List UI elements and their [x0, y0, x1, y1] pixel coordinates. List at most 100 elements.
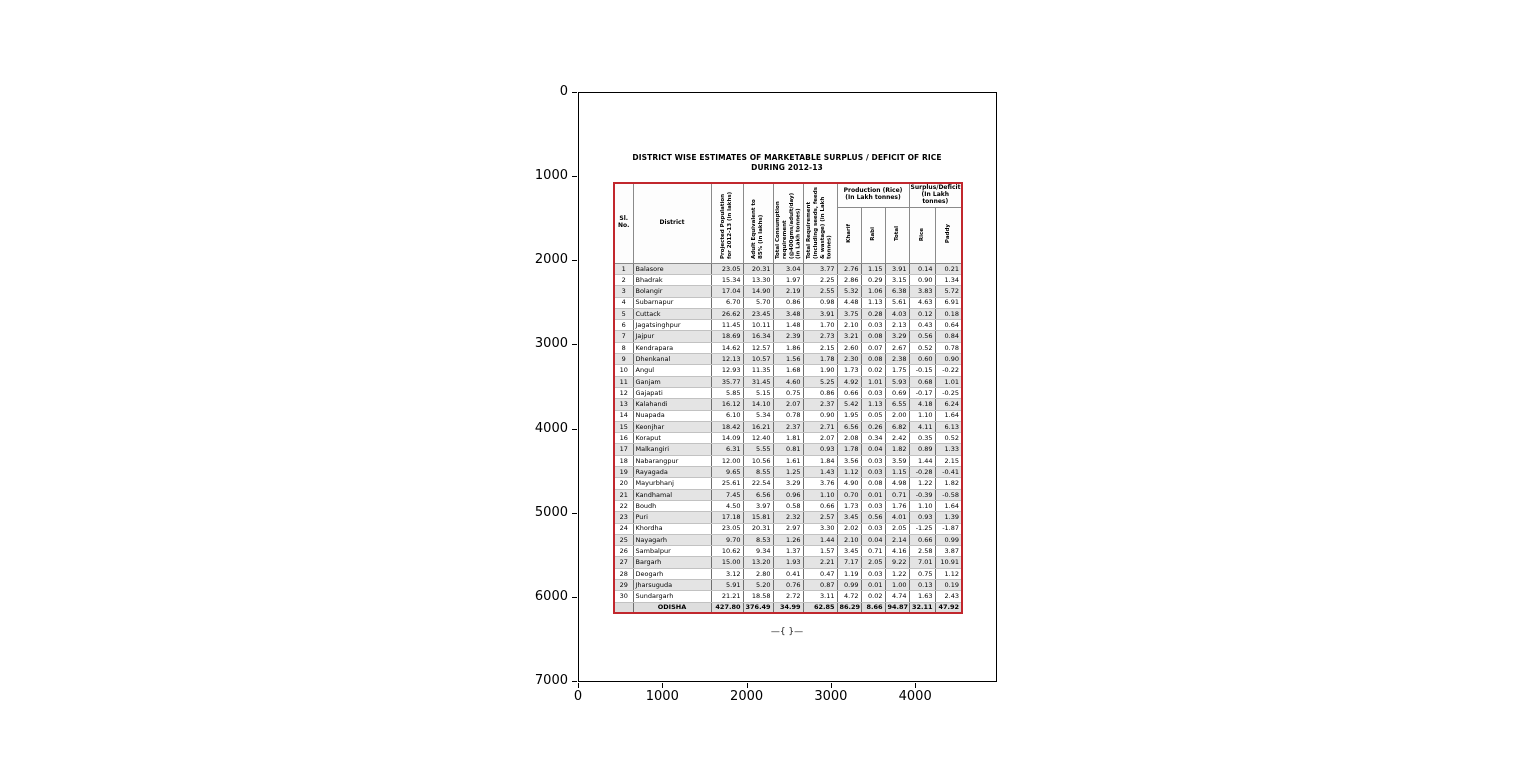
value-cell: 0.87: [802, 578, 838, 592]
col-header-total-label: Total: [893, 225, 900, 241]
col-group-production: Production (Rice) (In Lakh tonnes): [836, 182, 910, 208]
value-cell: 0.78: [934, 341, 963, 355]
district-cell: Boudh: [632, 499, 712, 513]
value-cell: 1.12: [836, 466, 862, 479]
value-cell: 21.21: [710, 590, 744, 603]
value-cell: 1.33: [934, 443, 963, 456]
value-cell: 25.61: [710, 477, 744, 490]
y-tick-mark: [572, 512, 577, 514]
value-cell: 3.76: [802, 477, 838, 490]
value-cell: 26.62: [710, 307, 744, 321]
slno-cell: 29: [613, 578, 634, 592]
value-cell: 1.13: [860, 398, 886, 411]
value-cell: 2.10: [836, 533, 862, 547]
value-cell: 2.76: [836, 262, 862, 275]
value-cell: 0.47: [802, 567, 838, 580]
slno-cell: 5: [613, 307, 634, 321]
value-cell: 1.13: [860, 296, 886, 309]
value-cell: 1.34: [934, 273, 963, 287]
value-cell: 0.03: [860, 386, 886, 400]
value-cell: 0.71: [884, 488, 910, 501]
total-value-cell: 47.92: [934, 601, 963, 614]
value-cell: 2.71: [802, 420, 838, 434]
total-row: ODISHA 427.80 376.49 34.99 62.85 86.29 8.66 94.…: [613, 601, 963, 614]
total-value-cell: 8.66: [860, 601, 886, 614]
value-cell: 7.01: [908, 556, 936, 569]
value-cell: 7.45: [710, 488, 744, 501]
total-value-cell: 32.11: [908, 601, 936, 614]
x-tick-label: 4000: [898, 689, 932, 704]
value-cell: 0.86: [772, 296, 804, 309]
value-cell: 3.45: [836, 545, 862, 558]
value-cell: 0.07: [860, 341, 886, 355]
value-cell: 0.01: [860, 488, 886, 501]
col-header-kharif-label: Kharif: [845, 223, 852, 243]
value-cell: 0.02: [860, 364, 886, 377]
x-tick-mark: [830, 683, 832, 688]
value-cell: 14.62: [710, 341, 744, 355]
value-cell: 1.10: [802, 488, 838, 501]
table-row: 1 Balasore 23.05 20.31 3.04 3.77 2.76 1.15 3.91 0…: [613, 262, 963, 275]
value-cell: 1.64: [934, 499, 963, 513]
value-cell: 1.43: [802, 466, 838, 479]
value-cell: 0.03: [860, 319, 886, 332]
table-row: 18 Nabarangpur 12.00 10.56 1.61 1.84 3.56 0.03 3…: [613, 454, 963, 468]
table-row: 30 Sundargarh 21.21 18.58 2.72 3.11 4.72 0.02 4.…: [613, 590, 963, 603]
col-header-total-consumption-label: Total Consumption requirement (@400gms/a…: [774, 192, 802, 259]
value-cell: 5.32: [836, 285, 862, 298]
slno-cell: 20: [613, 477, 634, 490]
table-row: 16 Koraput 14.09 12.40 1.81 2.07 2.08 0.34 2.42 0…: [613, 432, 963, 445]
value-cell: 0.04: [860, 533, 886, 547]
slno-cell: [613, 601, 634, 614]
value-cell: 11.45: [710, 319, 744, 332]
value-cell: 35.77: [710, 375, 744, 388]
page-footer-mark: —{ }—: [770, 627, 804, 637]
value-cell: 0.19: [934, 578, 963, 592]
value-cell: 1.90: [802, 364, 838, 377]
table-row: 20 Mayurbhanj 25.61 22.54 3.29 3.76 4.90 0.08 4.…: [613, 477, 963, 490]
col-header-rice: Rice: [908, 206, 936, 264]
value-cell: 4.98: [884, 477, 910, 490]
district-cell: Sundargarh: [632, 590, 712, 603]
value-cell: -0.28: [908, 466, 936, 479]
value-cell: 6.56: [742, 488, 774, 501]
value-cell: 6.56: [836, 420, 862, 434]
value-cell: 0.52: [908, 341, 936, 355]
value-cell: 3.77: [802, 262, 838, 275]
value-cell: 2.80: [742, 567, 774, 580]
value-cell: 9.65: [710, 466, 744, 479]
value-cell: 0.02: [860, 590, 886, 603]
value-cell: 1.22: [908, 477, 936, 490]
value-cell: 1.82: [934, 477, 963, 490]
value-cell: 0.01: [860, 578, 886, 592]
value-cell: 2.02: [836, 522, 862, 535]
value-cell: 5.91: [710, 578, 744, 592]
table-row: 14 Nuapada 6.10 5.34 0.78 0.90 1.95 0.05 2.00 1.1…: [613, 409, 963, 422]
document-title-line2: DURING 2012-13: [751, 163, 823, 173]
district-cell: Jajpur: [632, 330, 712, 343]
table-row: 21 Kandhamal 7.45 6.56 0.96 1.10 0.70 0.01 0.71-…: [613, 488, 963, 501]
value-cell: -0.58: [934, 488, 963, 501]
value-cell: 1.26: [772, 533, 804, 547]
value-cell: 1.00: [884, 578, 910, 592]
table-row: 11 Ganjam 35.77 31.45 4.60 5.25 4.92 1.01 5.93 0.…: [613, 375, 963, 388]
value-cell: 2.58: [908, 545, 936, 558]
value-cell: 9.34: [742, 545, 774, 558]
value-cell: 0.04: [860, 443, 886, 456]
table-row: 29 Jharsuguda 5.91 5.20 0.76 0.87 0.99 0.01 1.00…: [613, 578, 963, 592]
district-cell: Koraput: [632, 432, 712, 445]
document-title: DISTRICT WISE ESTIMATES OF MARKETABLE SU…: [607, 153, 967, 173]
table-row: 27 Bargarh 15.00 13.20 1.93 2.21 7.17 2.05 9.22 7…: [613, 556, 963, 569]
value-cell: 4.90: [836, 477, 862, 490]
table-row: 12 Gajapati 5.85 5.15 0.75 0.86 0.66 0.03 0.69 -0…: [613, 386, 963, 400]
value-cell: 0.08: [860, 353, 886, 366]
value-cell: 2.07: [772, 398, 804, 411]
table-row: 19 Rayagada 9.65 8.55 1.25 1.43 1.12 0.03 1.15 -0…: [613, 466, 963, 479]
value-cell: 2.43: [934, 590, 963, 603]
total-value-cell: 34.99: [772, 601, 804, 614]
district-cell: Keonjhar: [632, 420, 712, 434]
value-cell: 3.45: [836, 511, 862, 524]
value-cell: 5.55: [742, 443, 774, 456]
value-cell: 1.37: [772, 545, 804, 558]
value-cell: 1.15: [860, 262, 886, 275]
